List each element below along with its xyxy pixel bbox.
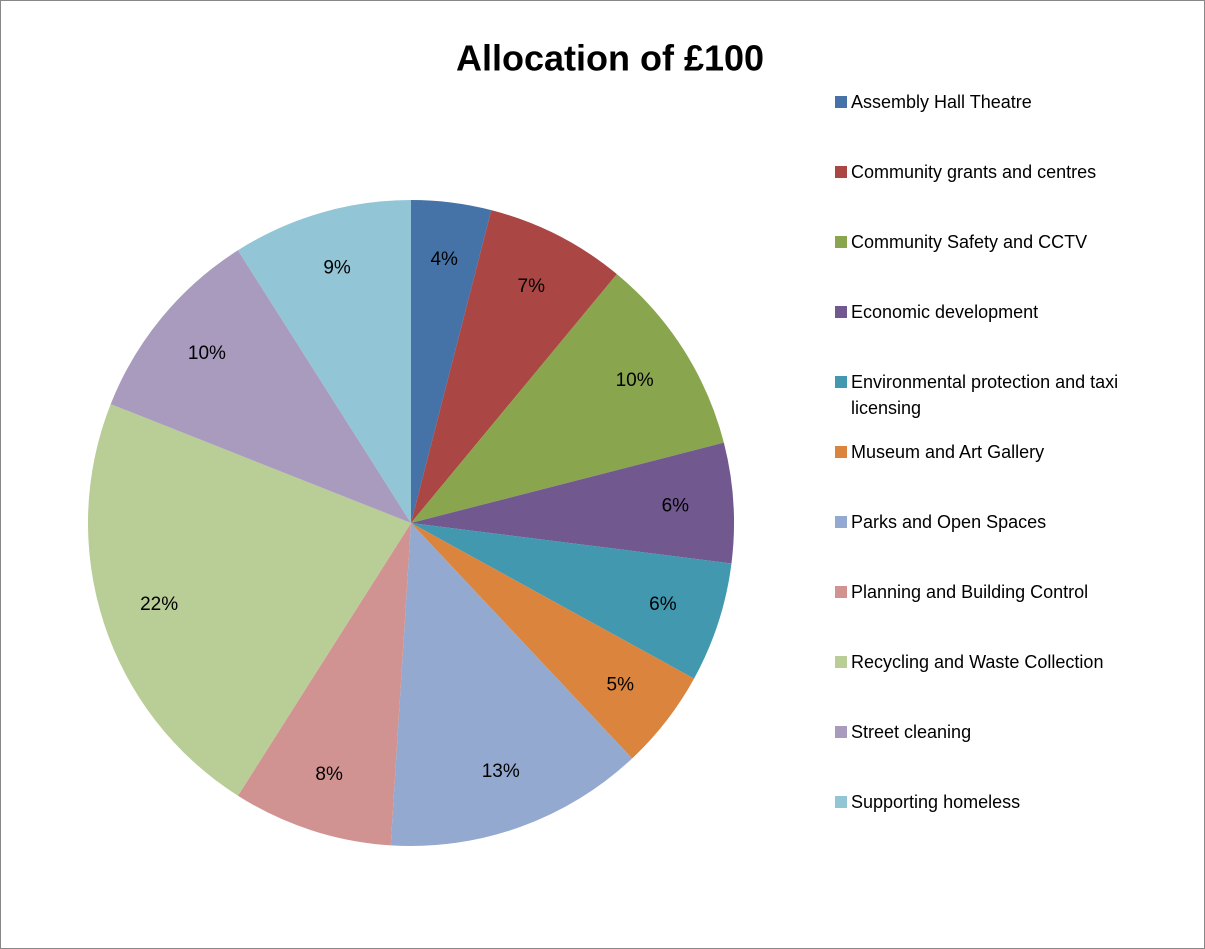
data-label: 13% — [482, 761, 520, 782]
legend-swatch — [835, 96, 847, 108]
legend-swatch — [835, 796, 847, 808]
legend-item: Supporting homeless — [835, 789, 1145, 815]
legend-item: Environmental protection and taxi licens… — [835, 369, 1145, 421]
legend-swatch — [835, 446, 847, 458]
legend-item: Recycling and Waste Collection — [835, 649, 1145, 675]
pie-slice — [237, 523, 411, 846]
legend-swatch — [835, 586, 847, 598]
pie-slice — [237, 200, 411, 523]
legend-swatch — [835, 306, 847, 318]
legend-swatch — [835, 656, 847, 668]
pie-slice — [88, 404, 411, 796]
legend-label: Community Safety and CCTV — [851, 232, 1088, 252]
data-label: 10% — [188, 343, 226, 364]
legend-label: Street cleaning — [851, 722, 972, 742]
data-label: 10% — [616, 370, 654, 391]
pie-slice — [411, 274, 724, 523]
legend-swatch — [835, 726, 847, 738]
chart-title: Allocation of £100 — [456, 38, 764, 79]
legend-item: Assembly Hall Theatre — [835, 89, 1145, 115]
pie-slice — [411, 200, 492, 523]
legend-label: Assembly Hall Theatre — [851, 92, 1032, 112]
legend-label: Museum and Art Gallery — [851, 442, 1045, 462]
legend-label: Recycling and Waste Collection — [851, 652, 1104, 672]
legend-swatch — [835, 376, 847, 388]
data-label: 4% — [430, 249, 458, 270]
data-label: 6% — [662, 495, 690, 516]
pie-slice — [390, 523, 633, 846]
data-label: 9% — [323, 258, 351, 279]
legend-item: Community grants and centres — [835, 159, 1145, 185]
data-label: 7% — [518, 276, 546, 297]
legend-swatch — [835, 516, 847, 528]
pie-slice — [411, 442, 734, 564]
legend-label: Economic development — [851, 302, 1039, 322]
legend-item: Museum and Art Gallery — [835, 439, 1145, 465]
data-label: 5% — [607, 674, 635, 695]
legend-swatch — [835, 236, 847, 248]
legend-swatch — [835, 166, 847, 178]
legend-label: Planning and Building Control — [851, 582, 1089, 602]
pie-slice — [411, 523, 695, 759]
legend-item: Economic development — [835, 299, 1145, 325]
legend-item: Street cleaning — [835, 719, 1145, 745]
legend-label: Parks and Open Spaces — [851, 512, 1047, 532]
data-label: 6% — [649, 594, 677, 615]
legend-label: Community grants and centres — [851, 162, 1097, 182]
legend-label: Environmental protection and taxi licens… — [851, 372, 1119, 418]
pie-slice — [411, 523, 732, 679]
data-label: 8% — [315, 764, 343, 785]
pie-slice — [110, 250, 412, 523]
legend-label: Supporting homeless — [851, 792, 1021, 812]
legend-item: Parks and Open Spaces — [835, 509, 1145, 535]
legend-item: Community Safety and CCTV — [835, 229, 1145, 255]
legend-item: Planning and Building Control — [835, 579, 1145, 605]
pie-slice — [411, 210, 617, 523]
data-label: 22% — [140, 594, 178, 615]
